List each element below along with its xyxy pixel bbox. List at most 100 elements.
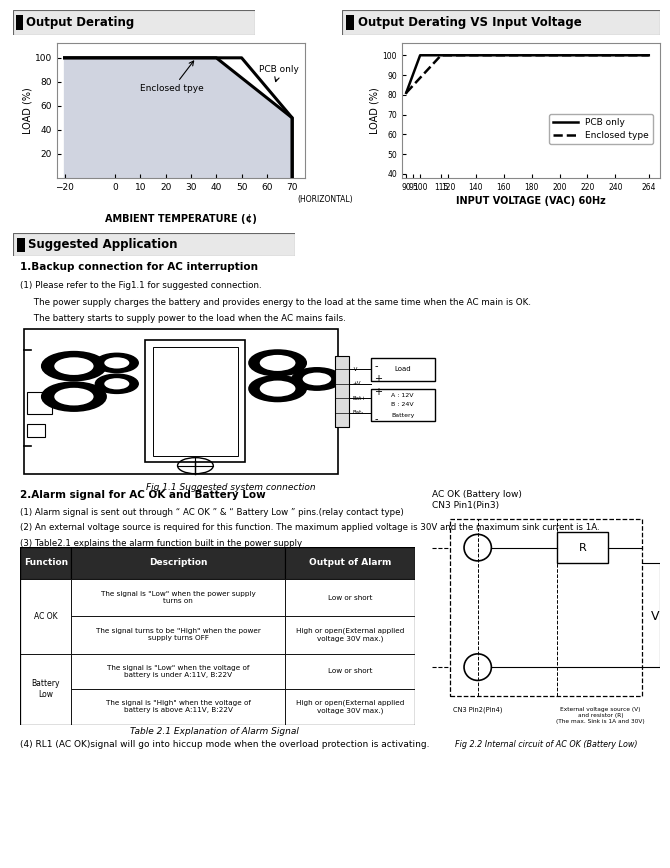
- Text: The power supply charges the battery and provides energy to the load at the same: The power supply charges the battery and…: [20, 298, 531, 306]
- Text: Enclosed tpye: Enclosed tpye: [141, 61, 204, 94]
- Circle shape: [54, 358, 94, 375]
- Text: Bat-: Bat-: [352, 411, 364, 415]
- Bar: [285, 579, 415, 616]
- Text: Low or short: Low or short: [328, 668, 373, 674]
- Bar: [17, 238, 25, 252]
- Circle shape: [42, 382, 106, 411]
- Legend: PCB only, Enclosed type: PCB only, Enclosed type: [549, 114, 653, 144]
- Text: Output Derating VS Input Voltage: Output Derating VS Input Voltage: [358, 16, 582, 29]
- Text: Battery
Low: Battery Low: [31, 680, 60, 699]
- Text: 1.Backup connection for AC interruption: 1.Backup connection for AC interruption: [20, 262, 258, 273]
- Circle shape: [260, 355, 295, 371]
- Bar: [16, 15, 23, 30]
- Text: A : 12V: A : 12V: [391, 392, 414, 398]
- Bar: [285, 547, 415, 579]
- Circle shape: [249, 376, 306, 401]
- Text: (1) Please refer to the Fig1.1 for suggested connection.: (1) Please refer to the Fig1.1 for sugge…: [20, 281, 262, 290]
- Bar: [72, 689, 285, 725]
- Text: The signal is "Low" when the voltage of
battery is under A:11V, B:22V: The signal is "Low" when the voltage of …: [107, 665, 249, 678]
- Text: B : 24V: B : 24V: [391, 402, 414, 407]
- Enclosed type: [437, 50, 445, 61]
- Bar: [27, 391, 52, 414]
- Line: PCB only: PCB only: [406, 56, 649, 93]
- Text: Output Derating: Output Derating: [26, 16, 134, 29]
- Bar: [285, 616, 415, 654]
- Enclosed type: [645, 50, 653, 61]
- Text: High or open(External applied
voltage 30V max.): High or open(External applied voltage 30…: [296, 628, 405, 642]
- Circle shape: [249, 350, 306, 376]
- Circle shape: [292, 368, 342, 391]
- Text: Function: Function: [23, 558, 68, 568]
- Text: (3) Table2.1 explains the alarm function built in the power supply: (3) Table2.1 explains the alarm function…: [20, 539, 302, 548]
- Bar: [27, 424, 46, 437]
- Text: -V: -V: [352, 367, 358, 372]
- Text: Bat+: Bat+: [352, 396, 366, 401]
- Circle shape: [95, 374, 138, 393]
- Text: AC OK (Battery low)
CN3 Pin1(Pin3): AC OK (Battery low) CN3 Pin1(Pin3): [432, 490, 522, 510]
- Text: (1) Alarm signal is sent out through “ AC OK ” & “ Battery Low ” pins.(relay con: (1) Alarm signal is sent out through “ A…: [20, 508, 404, 516]
- Circle shape: [95, 353, 138, 372]
- Bar: [371, 358, 435, 380]
- Enclosed type: [402, 88, 410, 98]
- Circle shape: [303, 372, 331, 385]
- PCB only: [645, 50, 653, 61]
- Bar: [72, 547, 285, 579]
- Text: Output of Alarm: Output of Alarm: [309, 558, 391, 568]
- Bar: [285, 654, 415, 689]
- Circle shape: [260, 380, 295, 397]
- Bar: [72, 654, 285, 689]
- Text: (2) An external voltage source is required for this function. The maximum applie: (2) An external voltage source is requir…: [20, 523, 600, 532]
- Text: +: +: [374, 374, 382, 384]
- Bar: [285, 689, 415, 725]
- Text: The signal is "High" when the voltage of
battery is above A:11V, B:22V: The signal is "High" when the voltage of…: [106, 700, 251, 713]
- Text: Description: Description: [149, 558, 208, 568]
- Circle shape: [105, 378, 129, 390]
- Text: +V: +V: [352, 381, 361, 386]
- Text: +: +: [374, 387, 382, 397]
- Text: (4) RL1 (AC OK)signal will go into hiccup mode when the overload protection is a: (4) RL1 (AC OK)signal will go into hiccu…: [20, 740, 429, 748]
- Circle shape: [42, 352, 106, 380]
- Bar: [335, 357, 349, 427]
- Bar: [20, 579, 72, 654]
- Text: The signal turns to be "High" when the power
supply turns OFF: The signal turns to be "High" when the p…: [96, 628, 261, 641]
- Bar: [153, 347, 239, 456]
- Text: Battery: Battery: [391, 413, 414, 418]
- Text: 2.Alarm signal for AC OK and Battery Low: 2.Alarm signal for AC OK and Battery Low: [20, 490, 266, 501]
- Circle shape: [105, 358, 129, 369]
- Text: The signal is "Low" when the power supply
turns on: The signal is "Low" when the power suppl…: [101, 591, 255, 604]
- Text: External voltage source (V)
and resistor (R)
(The max. Sink is 1A and 30V): External voltage source (V) and resistor…: [556, 707, 645, 724]
- Bar: [557, 532, 608, 563]
- Text: CN3 Pin2(Pin4): CN3 Pin2(Pin4): [453, 707, 502, 713]
- Text: R: R: [579, 542, 586, 553]
- Text: Fig 2.2 Internal circuit of AC OK (Battery Low): Fig 2.2 Internal circuit of AC OK (Batte…: [455, 740, 637, 748]
- Text: V: V: [651, 609, 659, 622]
- Text: Load: Load: [395, 366, 411, 372]
- Text: -: -: [374, 361, 378, 372]
- Text: Low or short: Low or short: [328, 595, 373, 601]
- Text: PCB only: PCB only: [259, 65, 299, 82]
- PCB only: [416, 50, 424, 61]
- Text: Suggested Application: Suggested Application: [28, 239, 178, 251]
- Text: AC OK: AC OK: [34, 612, 58, 621]
- Text: Fig 1.1 Suggested system connection: Fig 1.1 Suggested system connection: [146, 483, 316, 492]
- Bar: [346, 15, 354, 30]
- Text: High or open(External applied
voltage 30V max.): High or open(External applied voltage 30…: [296, 700, 405, 714]
- Text: The battery starts to supply power to the load when the AC mains fails.: The battery starts to supply power to th…: [20, 314, 346, 323]
- Text: -: -: [374, 414, 378, 424]
- Bar: [24, 329, 338, 474]
- PCB only: [402, 88, 410, 98]
- Bar: [371, 389, 435, 421]
- Y-axis label: LOAD (%): LOAD (%): [370, 88, 380, 134]
- Text: (HORIZONTAL): (HORIZONTAL): [297, 194, 353, 204]
- Polygon shape: [64, 58, 292, 178]
- Bar: [72, 579, 285, 616]
- Line: Enclosed type: Enclosed type: [406, 56, 649, 93]
- Circle shape: [54, 388, 94, 405]
- Bar: [20, 654, 72, 725]
- Bar: [20, 547, 72, 579]
- Y-axis label: LOAD (%): LOAD (%): [22, 88, 32, 134]
- X-axis label: AMBIENT TEMPERATURE (¢): AMBIENT TEMPERATURE (¢): [105, 214, 257, 224]
- Bar: [72, 616, 285, 654]
- Text: Table 2.1 Explanation of Alarm Signal: Table 2.1 Explanation of Alarm Signal: [130, 727, 299, 735]
- Bar: [145, 340, 245, 463]
